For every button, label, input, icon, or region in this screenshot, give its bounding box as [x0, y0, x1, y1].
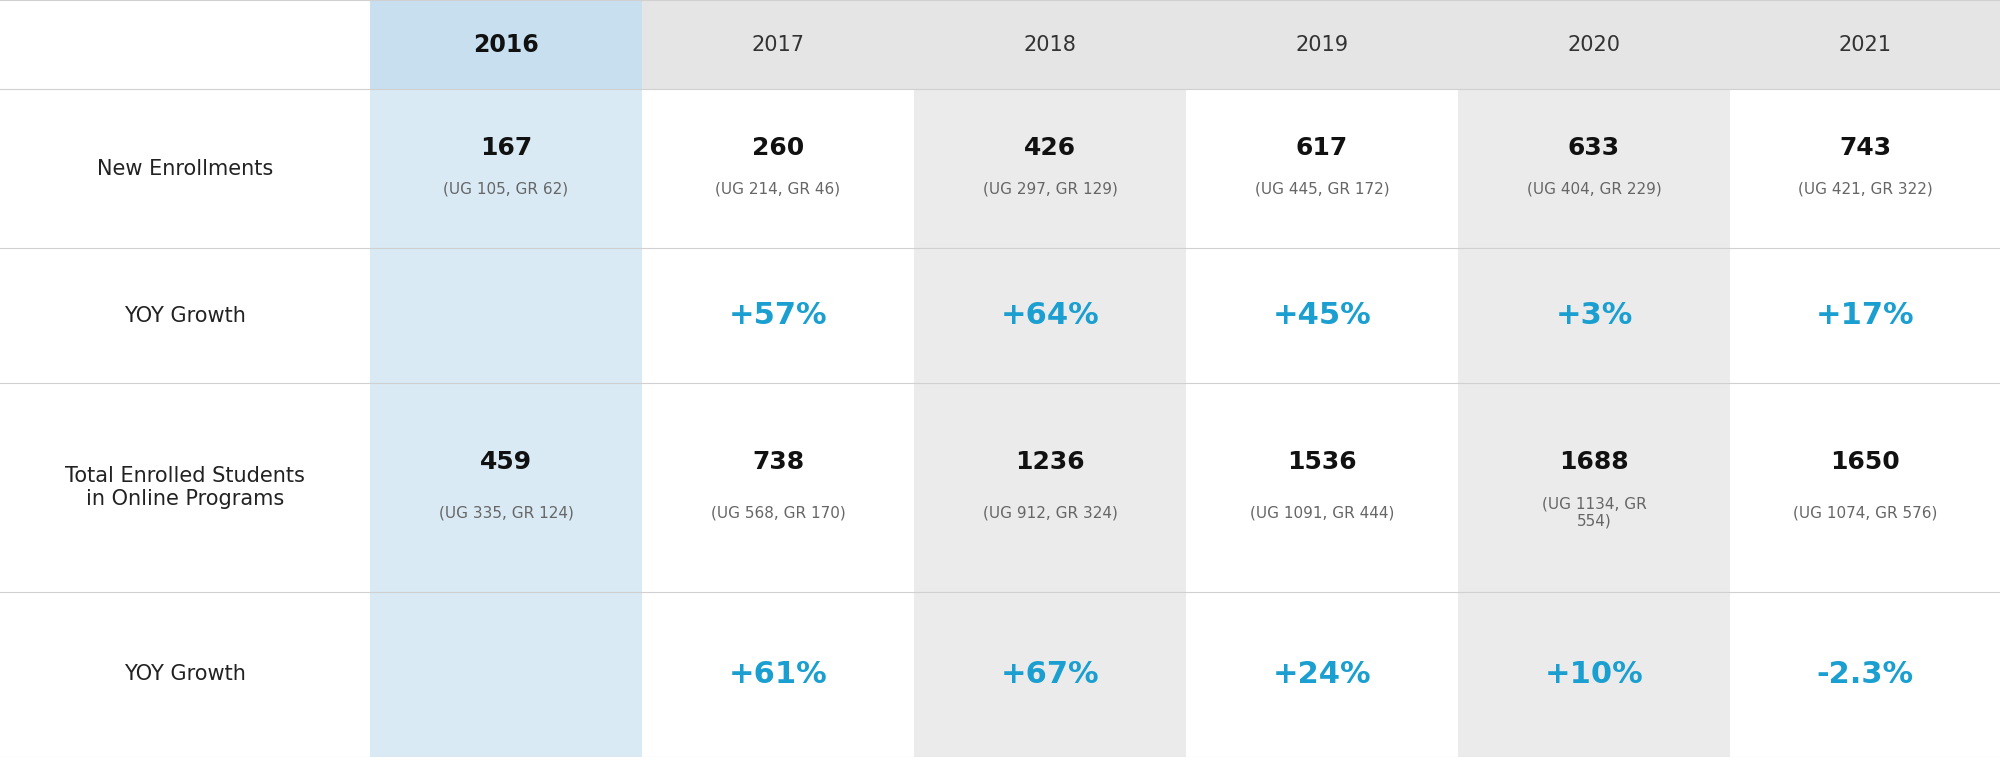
- Text: 1688: 1688: [1560, 450, 1628, 475]
- Text: 167: 167: [480, 136, 532, 160]
- Text: (UG 1134, GR
554): (UG 1134, GR 554): [1542, 497, 1646, 529]
- Text: 617: 617: [1296, 136, 1348, 160]
- Text: 743: 743: [1838, 136, 1892, 160]
- Text: (UG 421, GR 322): (UG 421, GR 322): [1798, 182, 1932, 197]
- Text: +3%: +3%: [1556, 301, 1632, 330]
- Text: 260: 260: [752, 136, 804, 160]
- Text: -2.3%: -2.3%: [1816, 660, 1914, 689]
- Text: 738: 738: [752, 450, 804, 475]
- Text: New Enrollments: New Enrollments: [96, 159, 274, 179]
- Text: (UG 912, GR 324): (UG 912, GR 324): [982, 505, 1118, 520]
- Text: (UG 214, GR 46): (UG 214, GR 46): [716, 182, 840, 197]
- Text: YOY Growth: YOY Growth: [124, 306, 246, 326]
- Text: 2020: 2020: [1568, 35, 1620, 55]
- Text: 633: 633: [1568, 136, 1620, 160]
- Text: (UG 105, GR 62): (UG 105, GR 62): [444, 182, 568, 197]
- Text: 2017: 2017: [752, 35, 804, 55]
- Text: (UG 404, GR 229): (UG 404, GR 229): [1526, 182, 1662, 197]
- Text: (UG 335, GR 124): (UG 335, GR 124): [438, 505, 574, 520]
- Text: 2018: 2018: [1024, 35, 1076, 55]
- Text: +67%: +67%: [1000, 660, 1100, 689]
- Text: +57%: +57%: [728, 301, 828, 330]
- Text: +64%: +64%: [1000, 301, 1100, 330]
- Text: 2019: 2019: [1296, 35, 1348, 55]
- Text: +17%: +17%: [1816, 301, 1914, 330]
- Text: 1236: 1236: [1016, 450, 1084, 475]
- Text: (UG 568, GR 170): (UG 568, GR 170): [710, 505, 846, 520]
- Text: (UG 1091, GR 444): (UG 1091, GR 444): [1250, 505, 1394, 520]
- Text: +24%: +24%: [1272, 660, 1372, 689]
- Text: 2016: 2016: [474, 33, 538, 57]
- Text: 1536: 1536: [1288, 450, 1356, 475]
- Text: (UG 1074, GR 576): (UG 1074, GR 576): [1792, 505, 1938, 520]
- Text: 1650: 1650: [1830, 450, 1900, 475]
- Text: YOY Growth: YOY Growth: [124, 665, 246, 684]
- Text: 426: 426: [1024, 136, 1076, 160]
- Text: +61%: +61%: [728, 660, 828, 689]
- Text: +10%: +10%: [1544, 660, 1644, 689]
- Text: (UG 445, GR 172): (UG 445, GR 172): [1254, 182, 1390, 197]
- Text: 459: 459: [480, 450, 532, 475]
- Text: Total Enrolled Students
in Online Programs: Total Enrolled Students in Online Progra…: [66, 466, 304, 509]
- Text: 2021: 2021: [1838, 35, 1892, 55]
- Text: (UG 297, GR 129): (UG 297, GR 129): [982, 182, 1118, 197]
- Text: +45%: +45%: [1272, 301, 1372, 330]
